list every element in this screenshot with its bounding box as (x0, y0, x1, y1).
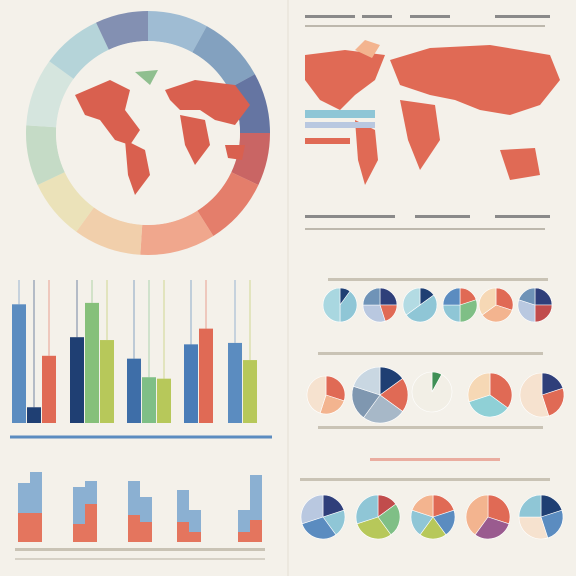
bar (42, 355, 56, 423)
bar-segment (250, 520, 262, 542)
pie-slice (495, 287, 514, 311)
ring-segment (148, 11, 207, 53)
ring-segment (96, 11, 148, 50)
ring-segment (140, 210, 214, 255)
pie-slice (362, 304, 386, 323)
pie-slice (487, 494, 511, 525)
pie-slice (474, 516, 510, 540)
pie-slice (322, 287, 341, 323)
pie-slice (339, 290, 358, 323)
text-placeholder (15, 15, 550, 560)
pie-slice (467, 372, 491, 403)
bar-segment (30, 513, 42, 542)
ring-segment (37, 172, 94, 232)
pie-slice (405, 294, 438, 323)
bar (70, 337, 84, 423)
pie-slice (517, 299, 536, 323)
bar (142, 377, 156, 423)
pie-slice (518, 494, 542, 518)
bar-segment (189, 532, 201, 542)
bar (228, 342, 242, 423)
ring-segment (26, 125, 65, 185)
bar (184, 344, 198, 423)
bar-segment (30, 472, 42, 513)
bar-segment (189, 510, 201, 532)
bar-segment (18, 513, 30, 542)
bar-segment (85, 504, 97, 542)
bar (157, 378, 171, 423)
bar (243, 360, 257, 423)
pie-slice (468, 394, 509, 418)
ring-segment (49, 22, 109, 79)
pie-slice (489, 372, 513, 409)
pie-slice (306, 375, 327, 414)
pie-slice (362, 287, 381, 306)
bar (85, 302, 99, 423)
bar-charts (12, 280, 262, 542)
pie-charts (300, 287, 565, 540)
bar-segment (18, 483, 30, 513)
pie-slice (301, 516, 337, 540)
bar-segment (238, 510, 250, 532)
pie-slice (377, 503, 401, 536)
pie-slice (325, 375, 346, 402)
bar-segment (140, 497, 152, 522)
pie-slice (541, 387, 565, 417)
pie-slice (363, 394, 404, 424)
pie-slice (518, 287, 536, 306)
bar (127, 358, 141, 423)
pie-slice (459, 299, 478, 323)
pie-slice (411, 494, 434, 518)
pie-slice (519, 372, 550, 418)
pie-slice (352, 366, 381, 396)
bar (27, 407, 41, 423)
bar-segment (250, 475, 262, 520)
bar-segment (73, 487, 85, 524)
pie-slice (402, 287, 421, 316)
ring-inner (56, 41, 240, 225)
bar-segment (140, 522, 152, 542)
ring-segment (76, 207, 143, 255)
pie-slice (478, 287, 497, 316)
bar (12, 304, 26, 423)
pie-slice (518, 516, 549, 540)
pie-slice (465, 494, 489, 536)
bar (199, 328, 213, 423)
world-map (305, 40, 560, 185)
bar-segment (85, 481, 97, 504)
bar-segment (238, 532, 250, 542)
world-map-ring (75, 70, 250, 195)
pie-slice (442, 287, 461, 306)
bar-segment (73, 524, 85, 542)
ring-segment (192, 26, 255, 89)
ring-segment (197, 172, 259, 237)
bar-segment (128, 481, 140, 515)
pie-slice (355, 494, 379, 525)
bar-segment (128, 515, 140, 542)
pie-slice (319, 394, 345, 415)
ring-chart (26, 11, 270, 255)
pie-slice (481, 304, 513, 323)
pie-slice (300, 494, 324, 525)
ring-segment (26, 61, 74, 128)
bar-segment (177, 522, 189, 542)
bar-segment (177, 490, 189, 522)
bar (100, 340, 114, 423)
pie-slice (356, 516, 392, 540)
pie-slice (540, 509, 564, 539)
pie-slice (411, 371, 453, 413)
